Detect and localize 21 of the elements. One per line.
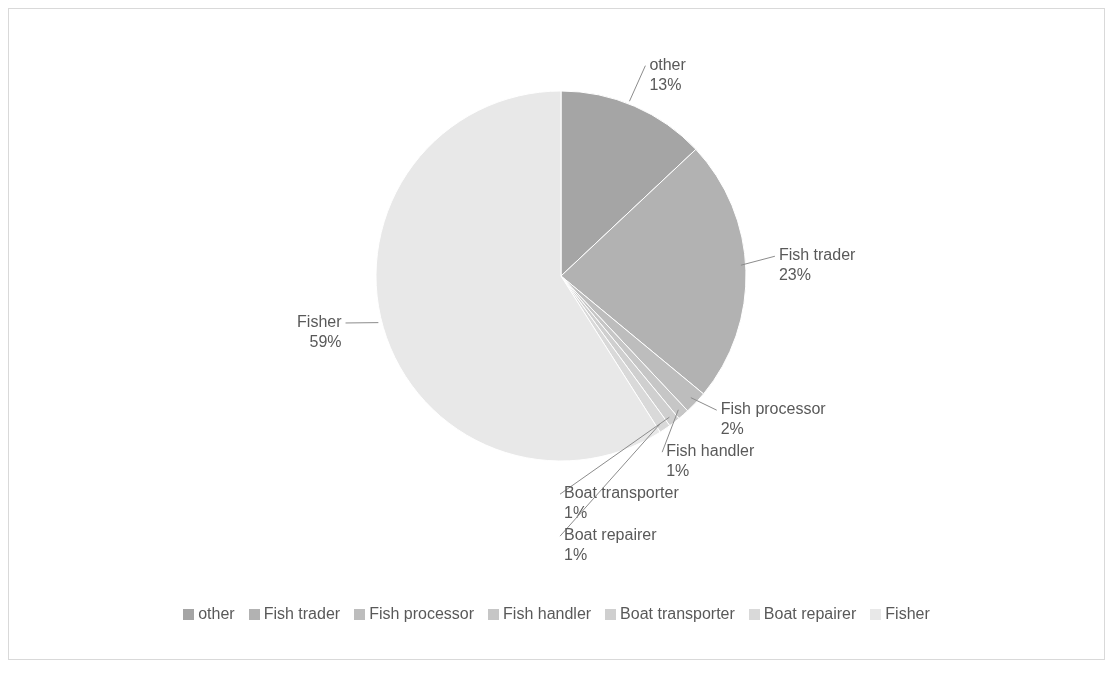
legend-label: Fisher — [884, 605, 930, 623]
data-label: 2% — [720, 420, 744, 438]
legend-label: Fish trader — [262, 605, 341, 623]
slice-label: Fish processor — [720, 400, 827, 418]
data-label: 1% — [564, 546, 588, 564]
slice-label: other — [649, 55, 687, 73]
legend-label: Boat transporter — [619, 605, 735, 623]
slice-label: Boat repairer — [564, 526, 658, 544]
legend-label: other — [197, 605, 235, 623]
slice-label: Boat transporter — [564, 484, 680, 502]
legend-label: Boat repairer — [762, 605, 857, 623]
slice-label: Fish trader — [778, 246, 857, 264]
data-label: 59% — [309, 332, 342, 350]
data-label: 1% — [564, 504, 588, 522]
legend-label: Fish processor — [368, 605, 475, 623]
slice-label: Fish handler — [666, 442, 755, 460]
slice-label: Fisher — [297, 312, 343, 330]
legend-label: Fish handler — [502, 605, 592, 623]
data-label: 1% — [666, 462, 690, 480]
data-label: 13% — [649, 75, 682, 93]
data-label: 23% — [778, 266, 811, 284]
